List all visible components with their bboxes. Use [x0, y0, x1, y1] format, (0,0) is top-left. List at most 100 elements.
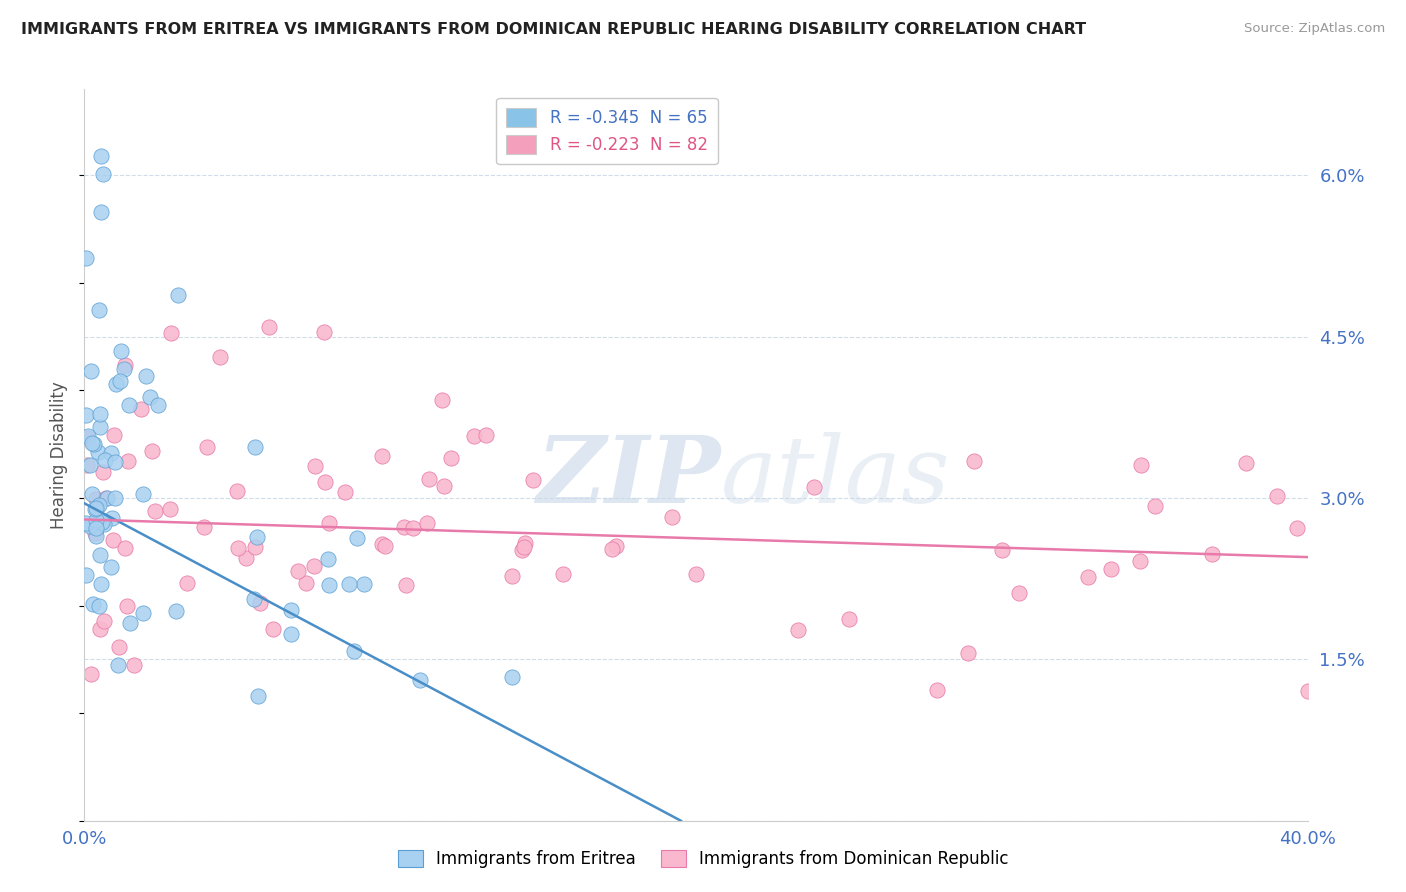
Point [84, 502, 107, 516]
Point [318, 516, 340, 530]
Point [129, 401, 152, 416]
Point [838, 612, 860, 626]
Point [115, 599, 138, 614]
Point [370, 449, 392, 463]
Point [333, 484, 356, 499]
Point [141, 443, 163, 458]
Text: atlas: atlas [720, 432, 950, 522]
Point [87, 498, 110, 512]
Point [76, 431, 98, 445]
Point [146, 398, 169, 412]
Point [91, 465, 114, 479]
Point [346, 531, 368, 545]
Point [409, 673, 432, 688]
Point [122, 657, 145, 672]
Point [166, 287, 188, 301]
Point [114, 541, 136, 555]
Point [75, 516, 97, 530]
Point [395, 578, 418, 592]
Point [247, 689, 270, 703]
Point [304, 558, 326, 573]
Point [84, 529, 107, 543]
Point [132, 487, 155, 501]
Point [94, 491, 117, 505]
Text: IMMIGRANTS FROM ERITREA VS IMMIGRANTS FROM DOMINICAN REPUBLIC HEARING DISABILITY: IMMIGRANTS FROM ERITREA VS IMMIGRANTS FR… [21, 22, 1087, 37]
Point [84, 513, 107, 527]
Point [176, 576, 198, 591]
Point [87, 444, 110, 458]
Point [551, 567, 574, 582]
Point [1130, 458, 1153, 472]
Point [1296, 684, 1319, 698]
Point [118, 398, 141, 412]
Point [143, 503, 166, 517]
Point [257, 319, 280, 334]
Point [605, 539, 627, 553]
Point [440, 450, 463, 465]
Point [159, 501, 181, 516]
Point [304, 458, 326, 473]
Point [79, 519, 101, 533]
Point [501, 569, 523, 583]
Point [513, 541, 536, 555]
Point [193, 520, 215, 534]
Point [135, 369, 157, 384]
Point [75, 251, 97, 265]
Point [353, 577, 375, 591]
Point [1099, 562, 1122, 576]
Point [312, 325, 335, 339]
Point [280, 603, 302, 617]
Point [1236, 456, 1258, 470]
Point [246, 530, 269, 544]
Point [295, 575, 318, 590]
Point [91, 515, 114, 529]
Point [117, 454, 139, 468]
Point [1286, 521, 1309, 535]
Point [1129, 554, 1152, 568]
Point [226, 484, 249, 499]
Point [685, 567, 707, 582]
Point [108, 375, 131, 389]
Point [139, 390, 162, 404]
Point [104, 376, 127, 391]
Point [90, 577, 112, 591]
Point [80, 667, 103, 681]
Point [510, 542, 533, 557]
Point [75, 568, 97, 582]
Point [402, 521, 425, 535]
Point [235, 551, 257, 566]
Point [243, 591, 266, 606]
Point [226, 541, 249, 556]
Point [87, 599, 110, 613]
Point [245, 541, 267, 555]
Point [108, 640, 131, 655]
Point [120, 616, 142, 631]
Point [803, 480, 825, 494]
Point [787, 624, 810, 638]
Point [1077, 570, 1099, 584]
Point [600, 541, 623, 556]
Point [82, 597, 104, 611]
Text: Source: ZipAtlas.com: Source: ZipAtlas.com [1244, 22, 1385, 36]
Point [159, 326, 181, 340]
Point [991, 543, 1014, 558]
Point [75, 408, 97, 422]
Point [430, 392, 453, 407]
Point [89, 549, 111, 563]
Point [956, 646, 979, 660]
Point [314, 475, 336, 490]
Point [165, 604, 187, 618]
Point [337, 577, 360, 591]
Point [80, 364, 103, 378]
Point [107, 658, 129, 673]
Point [318, 578, 340, 592]
Point [100, 560, 122, 574]
Point [84, 521, 107, 535]
Point [101, 511, 124, 525]
Point [243, 440, 266, 454]
Legend: Immigrants from Eritrea, Immigrants from Dominican Republic: Immigrants from Eritrea, Immigrants from… [391, 843, 1015, 875]
Legend: R = -0.345  N = 65, R = -0.223  N = 82: R = -0.345 N = 65, R = -0.223 N = 82 [496, 97, 717, 164]
Point [342, 644, 364, 658]
Point [76, 458, 98, 472]
Point [114, 359, 136, 373]
